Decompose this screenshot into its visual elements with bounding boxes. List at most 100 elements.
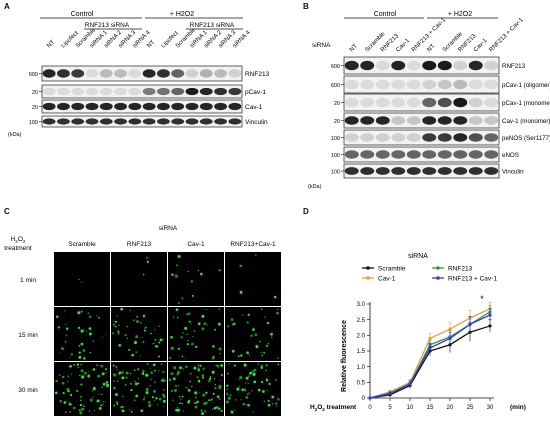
panel-c-fluorescent-spot <box>162 377 165 379</box>
panel-c-fluorescent-spot <box>182 368 184 370</box>
panel-b-row-6-band <box>344 167 359 175</box>
panel-c-fluorescent-spot <box>202 393 206 397</box>
panel-c-fluorescent-spot <box>139 355 142 357</box>
panel-c-fluorescent-spot <box>100 404 103 407</box>
panel-b-row-4-band <box>344 133 359 142</box>
panel-c-fluorescent-spot <box>122 395 124 398</box>
panel-c-fluorescent-spot <box>85 330 88 332</box>
chart-y-tick-label: 2.5 <box>357 318 366 324</box>
panel-b-row-0-band <box>468 60 483 71</box>
panel-c-fluorescent-spot <box>268 382 271 386</box>
panel-a-row-2-band <box>199 102 213 111</box>
panel-c-fluorescent-spot <box>101 386 104 389</box>
panel-c-fluorescent-spot <box>98 317 101 319</box>
panel-c-fluorescent-spot <box>93 410 95 412</box>
panel-c-fluorescent-spot <box>133 340 138 345</box>
panel-c-fluorescent-spot <box>233 364 236 367</box>
panel-c-fluorescent-spot <box>69 364 72 368</box>
panel-c-fluorescent-spot <box>102 382 106 386</box>
chart-legend-title: siRNA <box>408 253 428 260</box>
panel-c-fluorescent-spot <box>247 313 250 316</box>
panel-c-fluorescent-spot <box>152 363 156 367</box>
panel-c-fluorescent-spot <box>233 322 236 326</box>
panel-c-fluorescent-spot <box>149 367 151 369</box>
panel-b-row-3-band <box>453 116 468 125</box>
chart-x-tick-label: 15 <box>427 405 434 411</box>
panel-a-row-1-band <box>185 87 199 96</box>
panel-c-fluorescent-spot <box>81 407 85 411</box>
panel-c-fluorescent-spot <box>162 338 164 341</box>
panel-c-fluorescent-spot <box>175 308 179 311</box>
panel-b-row-3-band <box>391 116 406 125</box>
panel-c-fluorescent-spot <box>173 389 177 393</box>
panel-c-fluorescent-spot <box>250 334 253 338</box>
panel-c-fluorescent-spot <box>170 372 174 376</box>
panel-a-row-3-band <box>199 118 213 125</box>
panel-c-fluorescent-spot <box>265 378 269 382</box>
panel-a-lane-label: NT <box>46 39 56 49</box>
panel-c-fluorescent-spot <box>195 345 198 349</box>
panel-b-marker: 100 <box>331 170 340 176</box>
panel-c-image-tile <box>111 307 167 361</box>
panel-a-row-0-band <box>199 69 213 78</box>
panel-c-fluorescent-spot <box>137 368 140 371</box>
panel-c-fluorescent-spot <box>106 386 108 388</box>
panel-c-fluorescent-spot <box>96 315 98 317</box>
panel-b-row-label: eNOS <box>502 152 519 159</box>
panel-c-fluorescent-spot <box>78 345 81 347</box>
panel-c-fluorescent-spot <box>117 330 120 334</box>
panel-c-fluorescent-spot <box>216 395 220 399</box>
panel-c-column-label: RNF213+Cav-1 <box>230 241 276 248</box>
panel-c-fluorescent-spot <box>208 399 211 402</box>
panel-c-fluorescent-spot <box>96 364 99 367</box>
panel-a-h2o2-header: + H2O2 <box>170 11 194 18</box>
panel-c-fluorescent-spot <box>276 405 278 407</box>
panel-c-fluorescent-spot <box>252 328 255 332</box>
chart-legend-marker <box>436 276 440 280</box>
panel-b-row-4-band <box>406 133 421 142</box>
panel-c-fluorescent-spot <box>189 380 192 383</box>
panel-a-row-3-band <box>114 118 127 125</box>
panel-a-row-1-band <box>142 87 156 96</box>
panel-b-row-2-band <box>391 97 406 108</box>
panel-c-fluorescent-spot <box>142 273 145 276</box>
panel-a-row-1-band <box>57 87 70 96</box>
panel-b-row-6-band <box>453 167 468 175</box>
panel-b-marker: 600 <box>331 83 340 89</box>
panel-a-row-2-band <box>71 102 85 111</box>
panel-c-fluorescent-spot <box>207 324 209 326</box>
panel-b-lane-label: NT <box>426 43 436 53</box>
chart-legend-label: Cav-1 <box>378 275 396 282</box>
panel-c-fluorescent-spot <box>135 335 139 339</box>
panel-c-fluorescent-spot <box>79 411 83 415</box>
panel-c-fluorescent-spot <box>262 390 265 393</box>
panel-c-fluorescent-spot <box>128 348 131 351</box>
panel-c-fluorescent-spot <box>265 344 269 348</box>
panel-c-fluorescent-spot <box>181 355 184 358</box>
panel-b-row-4-band <box>391 133 406 142</box>
panel-c-fluorescent-spot <box>66 380 69 383</box>
panel-c-fluorescent-spot <box>80 383 83 386</box>
panel-b-row-3-band <box>484 116 499 125</box>
panel-c-fluorescent-spot <box>215 364 218 367</box>
panel-c-fluorescent-spot <box>55 379 58 383</box>
panel-c-fluorescent-spot <box>190 342 194 346</box>
panel-b-kda: (kDa) <box>308 184 322 190</box>
panel-c-fluorescent-spot <box>176 316 179 319</box>
panel-a-row-1-band <box>85 87 99 96</box>
panel-a-row-2-band <box>99 102 113 111</box>
panel-c-fluorescent-spot <box>168 378 172 382</box>
panel-a-row-2-band <box>157 102 170 111</box>
panel-b-lane-label: NT <box>349 43 359 53</box>
panel-c-fluorescent-spot <box>229 394 232 396</box>
panel-a-row-3-band <box>185 118 199 125</box>
panel-c-fluorescent-spot <box>80 310 83 313</box>
panel-c-fluorescent-spot <box>226 372 229 375</box>
panel-c-fluorescent-spot <box>129 382 132 385</box>
panel-b-row-3-band <box>437 116 452 125</box>
panel-c-fluorescent-spot <box>80 329 82 331</box>
panel-a-marker: 20 <box>32 90 38 96</box>
chart-x-tick-label: 10 <box>407 405 414 411</box>
panel-b-lane-label: Cav-1 <box>473 37 489 53</box>
panel-c-fluorescent-spot <box>205 391 208 394</box>
